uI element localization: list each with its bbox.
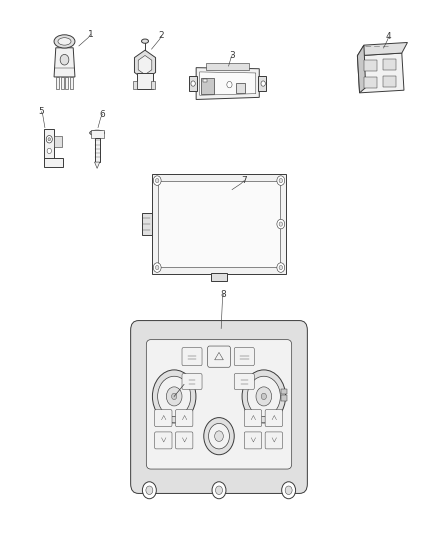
FancyBboxPatch shape — [265, 410, 283, 426]
Bar — [152, 174, 286, 274]
Circle shape — [152, 370, 196, 423]
Polygon shape — [138, 55, 152, 75]
Circle shape — [47, 148, 51, 154]
Bar — [133, 82, 137, 89]
Bar — [189, 76, 197, 91]
Bar — [281, 395, 287, 401]
Circle shape — [285, 486, 292, 495]
Polygon shape — [357, 43, 407, 56]
Bar — [383, 59, 396, 70]
Bar — [60, 77, 64, 88]
Circle shape — [204, 418, 234, 455]
Bar — [258, 76, 266, 91]
Bar — [56, 77, 59, 88]
Circle shape — [48, 138, 50, 141]
Circle shape — [215, 486, 223, 495]
Bar — [45, 128, 54, 160]
Polygon shape — [357, 45, 366, 93]
Circle shape — [215, 431, 223, 441]
Bar — [54, 135, 62, 147]
Circle shape — [279, 179, 283, 183]
Bar — [201, 78, 215, 94]
Text: 1: 1 — [88, 30, 93, 39]
Bar — [91, 130, 104, 138]
FancyBboxPatch shape — [176, 410, 193, 426]
Circle shape — [261, 393, 266, 400]
Text: 4: 4 — [386, 33, 392, 42]
Text: 3: 3 — [229, 51, 235, 60]
FancyBboxPatch shape — [155, 432, 172, 449]
Bar — [206, 63, 250, 70]
Ellipse shape — [141, 39, 148, 43]
Bar — [364, 77, 378, 88]
Circle shape — [172, 393, 177, 400]
Bar — [158, 181, 280, 267]
Polygon shape — [196, 68, 259, 100]
Circle shape — [146, 486, 153, 495]
Bar — [142, 214, 152, 235]
Circle shape — [46, 135, 52, 143]
FancyBboxPatch shape — [244, 410, 261, 426]
FancyBboxPatch shape — [155, 410, 172, 426]
FancyBboxPatch shape — [234, 374, 254, 390]
Text: 8: 8 — [220, 290, 226, 299]
Circle shape — [155, 265, 159, 270]
Bar — [281, 389, 287, 394]
Bar — [65, 77, 68, 88]
Bar — [236, 83, 245, 93]
Ellipse shape — [58, 38, 71, 45]
Circle shape — [242, 370, 286, 423]
Circle shape — [60, 54, 69, 65]
Circle shape — [256, 387, 272, 406]
Circle shape — [279, 265, 283, 270]
Text: 6: 6 — [99, 110, 105, 119]
Bar — [70, 77, 73, 88]
Text: 7: 7 — [241, 176, 247, 185]
Polygon shape — [54, 48, 75, 77]
Bar — [151, 82, 155, 89]
Polygon shape — [134, 50, 155, 80]
Bar — [211, 273, 227, 281]
FancyBboxPatch shape — [265, 432, 283, 449]
Bar — [364, 60, 378, 71]
Circle shape — [277, 176, 285, 185]
Circle shape — [155, 179, 159, 183]
FancyBboxPatch shape — [244, 432, 261, 449]
FancyBboxPatch shape — [208, 346, 230, 367]
Polygon shape — [200, 72, 256, 95]
Circle shape — [282, 482, 296, 499]
Circle shape — [208, 423, 230, 449]
Circle shape — [153, 263, 161, 272]
FancyBboxPatch shape — [182, 348, 202, 366]
Polygon shape — [95, 162, 100, 168]
Polygon shape — [357, 53, 404, 93]
Circle shape — [227, 82, 232, 88]
Circle shape — [166, 387, 182, 406]
FancyBboxPatch shape — [146, 340, 292, 469]
Circle shape — [212, 482, 226, 499]
Bar — [45, 158, 63, 167]
Circle shape — [153, 176, 161, 185]
Circle shape — [247, 376, 280, 417]
Bar — [203, 79, 207, 82]
Ellipse shape — [54, 35, 75, 48]
FancyBboxPatch shape — [182, 374, 202, 390]
FancyBboxPatch shape — [131, 320, 307, 494]
Circle shape — [261, 81, 265, 86]
Circle shape — [277, 263, 285, 272]
Text: 2: 2 — [159, 31, 164, 41]
FancyBboxPatch shape — [234, 348, 254, 366]
Circle shape — [191, 81, 195, 86]
Circle shape — [142, 482, 156, 499]
FancyBboxPatch shape — [176, 432, 193, 449]
Circle shape — [158, 376, 191, 417]
Bar — [95, 138, 100, 162]
FancyBboxPatch shape — [137, 73, 153, 89]
Bar — [383, 76, 396, 87]
Text: 5: 5 — [39, 107, 44, 116]
Circle shape — [277, 219, 285, 229]
Ellipse shape — [90, 130, 105, 135]
Circle shape — [279, 222, 283, 226]
